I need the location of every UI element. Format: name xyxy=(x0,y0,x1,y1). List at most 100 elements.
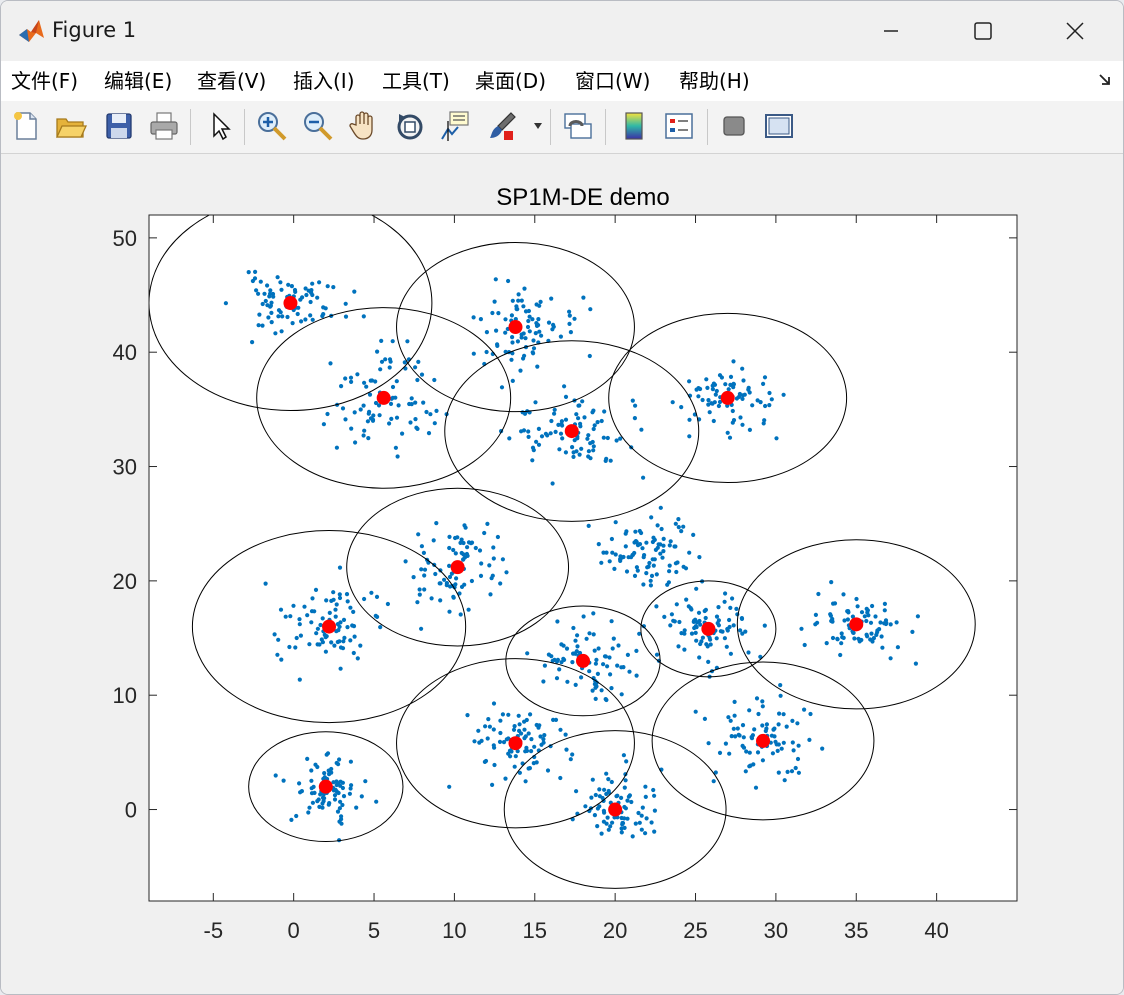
data-point xyxy=(689,607,694,612)
close-button[interactable] xyxy=(1029,1,1121,61)
data-point xyxy=(309,768,314,773)
y-tick-label: 10 xyxy=(113,683,137,708)
menu-file[interactable]: 文件(F) xyxy=(11,69,79,93)
data-point xyxy=(491,701,497,706)
data-point xyxy=(758,654,763,659)
data-point xyxy=(355,372,360,377)
data-point xyxy=(322,771,327,776)
data-point xyxy=(272,632,277,637)
data-point xyxy=(669,612,675,617)
brush-dropdown-icon[interactable] xyxy=(533,122,543,130)
data-point xyxy=(691,532,696,537)
data-point xyxy=(781,712,786,717)
data-point xyxy=(352,634,357,639)
data-point xyxy=(799,626,804,631)
data-point xyxy=(637,820,642,825)
data-point xyxy=(317,804,322,810)
show-plot-tools-button[interactable] xyxy=(762,109,796,143)
rotate-3d-button[interactable] xyxy=(393,109,427,143)
colorbar-button[interactable] xyxy=(617,109,651,143)
data-point xyxy=(613,552,618,557)
data-point xyxy=(458,540,463,545)
data-point xyxy=(396,403,401,408)
cluster-center xyxy=(322,619,337,634)
x-tick-label: 35 xyxy=(844,918,868,943)
data-point xyxy=(310,317,315,322)
open-file-button[interactable] xyxy=(54,109,88,143)
data-point xyxy=(622,816,627,821)
data-point xyxy=(726,387,731,392)
data-point xyxy=(323,649,328,654)
data-point xyxy=(533,400,538,405)
menu-insert[interactable]: 插入(I) xyxy=(293,69,355,93)
data-point xyxy=(286,282,291,287)
data-point xyxy=(682,628,687,633)
menu-edit[interactable]: 编辑(E) xyxy=(104,69,173,93)
data-point xyxy=(850,614,856,619)
data-point xyxy=(531,346,537,351)
data-point xyxy=(671,618,676,623)
data-point xyxy=(315,626,320,631)
data-point xyxy=(503,776,508,781)
data-point xyxy=(574,789,579,794)
data-point xyxy=(581,295,586,300)
data-point xyxy=(520,410,525,415)
brush-button[interactable] xyxy=(485,109,519,143)
data-point xyxy=(279,657,284,662)
data-point xyxy=(753,785,759,790)
data-point xyxy=(349,379,354,384)
pan-button[interactable] xyxy=(347,109,381,143)
data-point xyxy=(661,543,666,548)
data-point xyxy=(509,313,514,318)
data-point xyxy=(402,360,407,365)
cluster-circle xyxy=(396,658,635,829)
maximize-button[interactable] xyxy=(937,1,1029,61)
data-cursor-button[interactable] xyxy=(438,109,472,143)
data-point xyxy=(419,544,424,549)
legend-button[interactable] xyxy=(662,109,696,143)
new-figure-button[interactable] xyxy=(9,109,43,143)
data-point xyxy=(570,660,575,665)
dock-arrow-icon[interactable] xyxy=(1097,72,1113,88)
data-point xyxy=(700,635,706,640)
data-point xyxy=(290,321,295,326)
data-point xyxy=(852,636,857,641)
data-point xyxy=(548,431,553,436)
hide-plot-tools-button[interactable] xyxy=(717,109,751,143)
data-point xyxy=(256,323,261,328)
data-point xyxy=(485,521,490,526)
data-point xyxy=(359,794,364,799)
edit-plot-button[interactable] xyxy=(204,109,238,143)
data-point xyxy=(661,536,666,541)
data-point xyxy=(275,652,280,657)
data-point xyxy=(327,610,332,615)
minimize-button[interactable] xyxy=(845,1,937,61)
data-point xyxy=(651,787,656,793)
menu-desktop[interactable]: 桌面(D) xyxy=(475,69,547,93)
data-point xyxy=(495,534,500,540)
zoom-out-button[interactable] xyxy=(301,109,335,143)
data-point xyxy=(538,299,543,304)
data-point xyxy=(458,612,463,617)
rotate-3d-icon xyxy=(397,114,423,140)
menu-window[interactable]: 窗口(W) xyxy=(575,69,651,93)
data-point xyxy=(590,688,595,693)
save-figure-button[interactable] xyxy=(102,109,136,143)
data-point xyxy=(760,723,765,728)
data-point xyxy=(625,652,631,657)
data-point xyxy=(706,398,711,403)
data-point xyxy=(711,779,716,784)
print-figure-button[interactable] xyxy=(147,109,181,143)
data-point xyxy=(491,545,496,550)
link-plot-button[interactable] xyxy=(561,109,595,143)
menu-tools[interactable]: 工具(T) xyxy=(382,69,450,93)
data-point xyxy=(295,311,300,317)
data-point xyxy=(874,632,879,637)
data-point xyxy=(676,525,681,530)
data-point xyxy=(888,622,893,627)
menu-help[interactable]: 帮助(H) xyxy=(679,69,750,93)
zoom-in-button[interactable] xyxy=(255,109,289,143)
data-point xyxy=(302,604,307,609)
data-point xyxy=(492,762,497,768)
menu-view[interactable]: 查看(V) xyxy=(197,69,267,93)
